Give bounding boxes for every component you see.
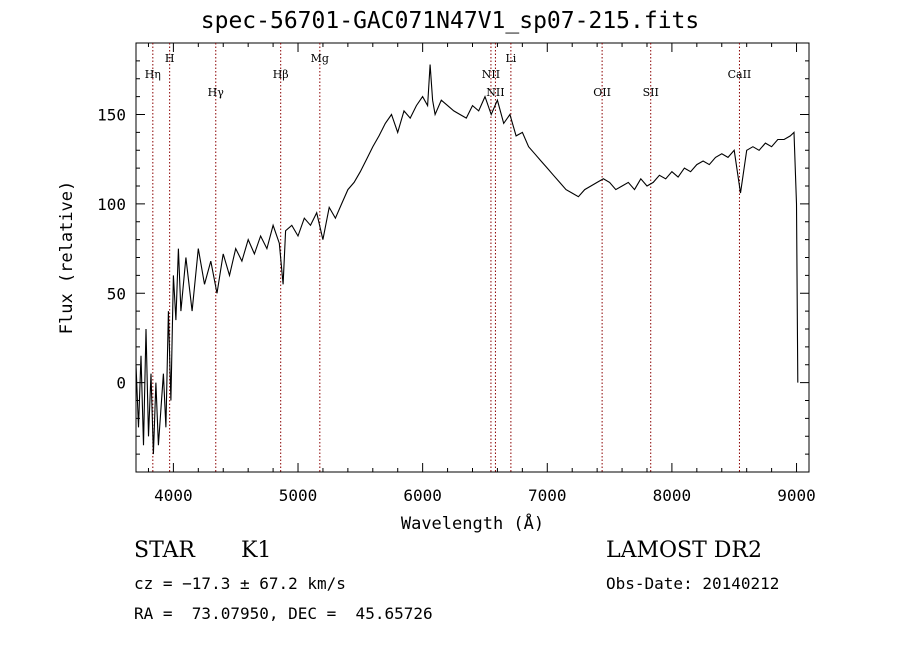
x-tick-label: 5000 [279, 486, 318, 505]
y-tick-label: 150 [97, 106, 126, 125]
observation-date-label: Obs-Date: 20140212 [606, 574, 780, 593]
x-axis-label: Wavelength (Å) [401, 512, 544, 534]
redshift-label: cz = −17.3 ± 67.2 km/s [134, 574, 346, 593]
plot-frame [135, 42, 810, 473]
y-axis-label: Flux (relative) [57, 181, 77, 335]
line-marker-label: NII [482, 68, 500, 81]
object-class-label: STAR [134, 538, 195, 563]
x-tick-label: 9000 [777, 486, 816, 505]
line-marker-label: CaII [728, 68, 752, 81]
line-marker-label: NII [486, 86, 504, 99]
line-marker-label: SII [643, 86, 659, 99]
tick-marks [136, 43, 809, 472]
axis-labels: 4000 5000 6000 7000 8000 9000 0 50 100 150 Wavelen… [57, 106, 816, 535]
line-marker-label: OII [593, 86, 611, 99]
line-marker-label: Li [505, 52, 516, 65]
spectrum-line [135, 64, 799, 455]
coordinates-label: RA = 73.07950, DEC = 45.65726 [134, 604, 433, 623]
line-marker-label: Mg [311, 52, 329, 65]
line-marker-label: Hβ [273, 68, 289, 81]
y-tick-label: 50 [107, 284, 126, 303]
x-tick-label: 4000 [154, 486, 193, 505]
object-subclass-label: K1 [241, 538, 272, 563]
spectrum-series [135, 64, 799, 455]
y-tick-label: 100 [97, 195, 126, 214]
y-tick-label: 0 [116, 374, 126, 393]
line-marker-label: Hγ [208, 86, 225, 99]
x-tick-label: 7000 [528, 486, 567, 505]
chart-title: spec-56701-GAC071N47V1_sp07-215.fits [200, 8, 700, 34]
axes-frame [135, 42, 810, 473]
spectral-line-markers: Hη H Hγ Hβ Mg NII NII Li OII SII CaII [145, 43, 752, 472]
x-tick-label: 6000 [403, 486, 442, 505]
line-marker-label: H [165, 52, 175, 65]
survey-label: LAMOST DR2 [606, 538, 762, 563]
x-tick-label: 8000 [653, 486, 692, 505]
line-marker-label: Hη [145, 68, 161, 81]
